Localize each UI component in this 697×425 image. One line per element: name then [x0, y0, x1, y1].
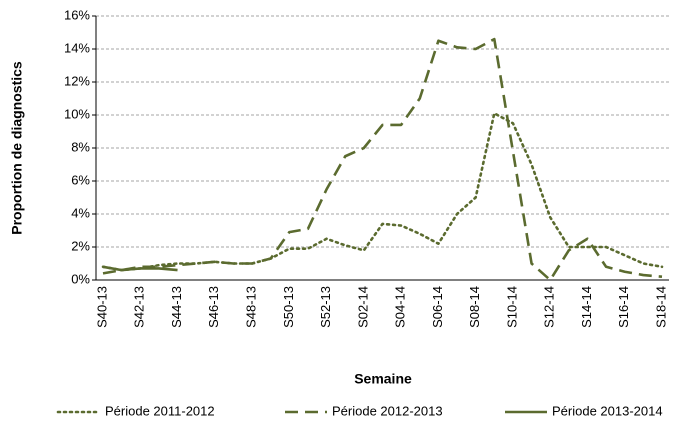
- y-tick-label: 6%: [71, 172, 90, 187]
- y-tick-label: 4%: [71, 205, 90, 220]
- x-tick-label: S02-14: [355, 286, 370, 328]
- series-line: [102, 37, 663, 282]
- series-line: [101, 112, 664, 272]
- x-tick-label: S16-14: [616, 286, 631, 328]
- x-tick-label: S14-14: [579, 286, 594, 328]
- legend-label: Période 2012-2013: [332, 403, 443, 418]
- x-tick-label: S46-13: [206, 286, 221, 328]
- x-tick-label: S06-14: [430, 286, 445, 328]
- x-tick-label: S52-13: [318, 286, 333, 328]
- legend-label: Période 2011-2012: [105, 403, 215, 418]
- x-tick-label: S50-13: [281, 286, 296, 328]
- y-tick-label: 16%: [64, 7, 90, 22]
- x-tick-label: S08-14: [467, 286, 482, 328]
- y-tick-label: 8%: [71, 139, 90, 154]
- x-tick-label: S10-14: [504, 286, 519, 328]
- x-tick-label: S40-13: [94, 286, 109, 328]
- x-tick-label: S42-13: [132, 286, 147, 328]
- y-tick-label: 10%: [64, 106, 90, 121]
- y-tick-label: 2%: [71, 238, 90, 253]
- x-tick-label: S12-14: [542, 286, 557, 328]
- x-tick-label: S18-14: [653, 286, 668, 328]
- y-tick-label: 12%: [64, 73, 90, 88]
- x-tick-label: S04-14: [393, 286, 408, 328]
- y-axis-title: Proportion de diagnostics: [9, 61, 25, 235]
- y-tick-label: 14%: [64, 40, 90, 55]
- x-tick-label: S48-13: [244, 286, 259, 328]
- x-axis-title: Semaine: [354, 371, 412, 387]
- y-tick-label: 0%: [71, 271, 90, 286]
- legend-label: Période 2013-2014: [552, 403, 663, 418]
- x-tick-label: S44-13: [169, 286, 184, 328]
- series-line: [102, 265, 178, 272]
